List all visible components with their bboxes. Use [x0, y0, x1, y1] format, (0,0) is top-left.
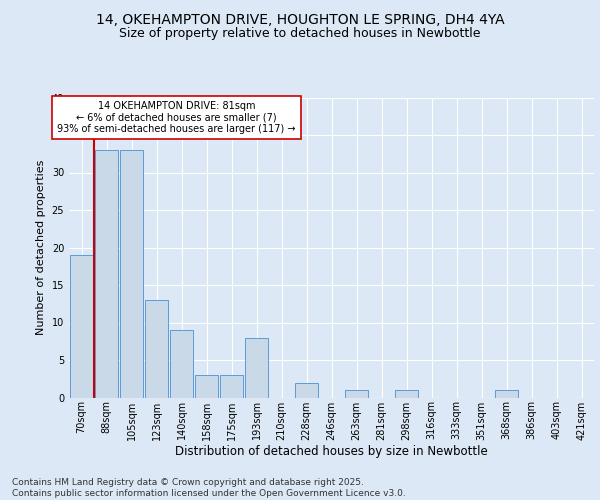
Y-axis label: Number of detached properties: Number of detached properties	[36, 160, 46, 335]
Bar	[220, 375, 243, 398]
Bar	[295, 382, 318, 398]
Bar	[120, 150, 143, 398]
X-axis label: Distribution of detached houses by size in Newbottle: Distribution of detached houses by size …	[175, 445, 488, 458]
Bar	[145, 300, 168, 398]
Text: 14 OKEHAMPTON DRIVE: 81sqm
← 6% of detached houses are smaller (7)
93% of semi-d: 14 OKEHAMPTON DRIVE: 81sqm ← 6% of detac…	[57, 102, 296, 134]
Bar	[195, 375, 218, 398]
Bar	[345, 390, 368, 398]
Text: 14, OKEHAMPTON DRIVE, HOUGHTON LE SPRING, DH4 4YA: 14, OKEHAMPTON DRIVE, HOUGHTON LE SPRING…	[95, 12, 505, 26]
Text: Contains HM Land Registry data © Crown copyright and database right 2025.
Contai: Contains HM Land Registry data © Crown c…	[12, 478, 406, 498]
Bar	[245, 338, 268, 398]
Bar	[70, 255, 93, 398]
Bar	[95, 150, 118, 398]
Text: Size of property relative to detached houses in Newbottle: Size of property relative to detached ho…	[119, 28, 481, 40]
Bar	[170, 330, 193, 398]
Bar	[395, 390, 418, 398]
Bar	[495, 390, 518, 398]
